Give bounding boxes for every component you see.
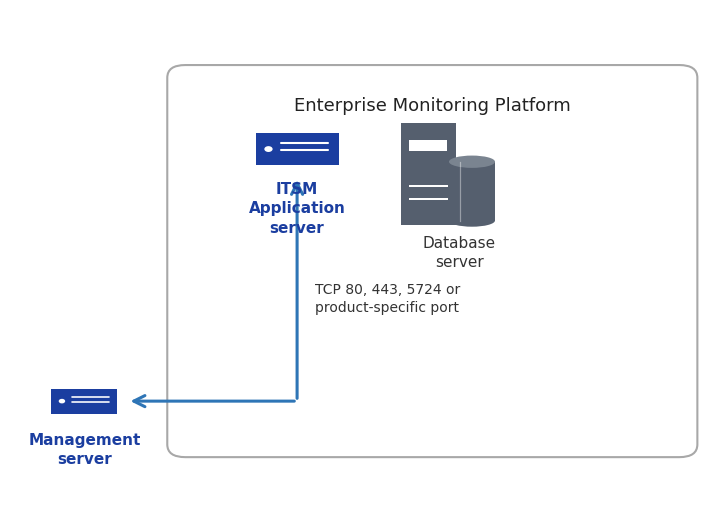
FancyBboxPatch shape: [51, 389, 117, 414]
FancyBboxPatch shape: [409, 140, 447, 151]
Ellipse shape: [449, 215, 495, 227]
Text: TCP 80, 443, 5724 or
product-specific port: TCP 80, 443, 5724 or product-specific po…: [315, 283, 460, 315]
Circle shape: [59, 399, 65, 403]
Text: ITSM
Application
server: ITSM Application server: [248, 182, 345, 236]
Text: Management
server: Management server: [28, 433, 140, 467]
Text: Database
server: Database server: [423, 236, 496, 270]
Circle shape: [264, 146, 273, 152]
FancyBboxPatch shape: [449, 162, 495, 221]
FancyBboxPatch shape: [401, 123, 456, 225]
FancyBboxPatch shape: [167, 65, 697, 457]
Text: Enterprise Monitoring Platform: Enterprise Monitoring Platform: [294, 97, 571, 115]
FancyBboxPatch shape: [256, 134, 339, 165]
Ellipse shape: [449, 156, 495, 168]
